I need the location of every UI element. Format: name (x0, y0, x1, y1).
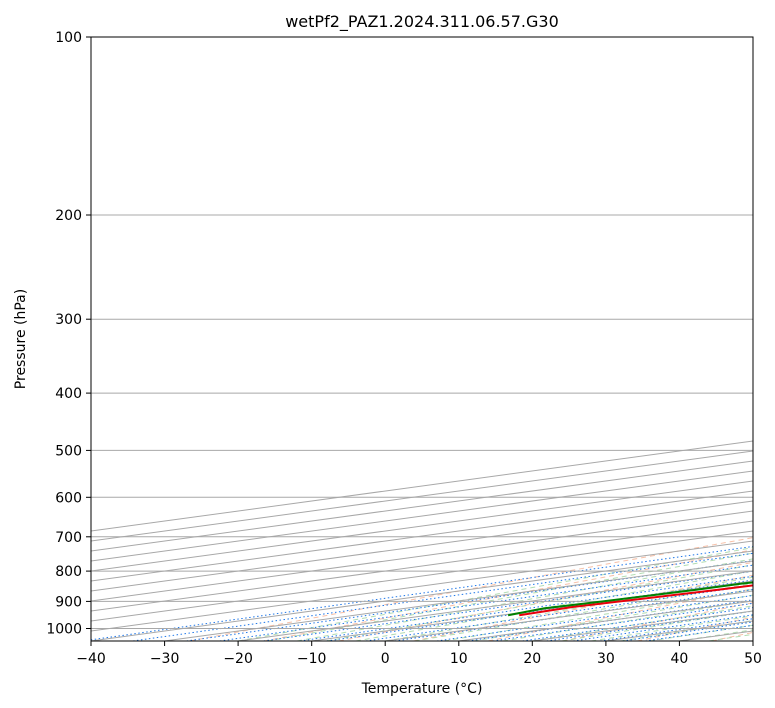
y-tick-label: 200 (55, 208, 82, 224)
isotherm (91, 480, 753, 572)
x-tick-label: 30 (597, 651, 615, 667)
isotherm (91, 510, 753, 602)
y-tick-label: 700 (55, 530, 82, 546)
x-tick-label: −10 (297, 651, 327, 667)
y-tick-label: 500 (55, 443, 82, 459)
y-tick-label: 300 (55, 312, 82, 328)
isotherm (91, 530, 753, 622)
isotherm (91, 500, 753, 592)
x-tick-label: 40 (670, 651, 688, 667)
y-tick-label: 100 (55, 30, 82, 46)
chart-title: wetPf2_PAZ1.2024.311.06.57.G30 (285, 12, 559, 32)
mixing-ratio-line (365, 584, 753, 641)
isotherm (91, 470, 753, 562)
mixing-ratio-line (132, 552, 753, 641)
x-tick-label: 0 (381, 651, 390, 667)
x-tick-label: −30 (150, 651, 180, 667)
dry-adiabat (264, 549, 753, 641)
y-axis: 100 200 300 400 500 600 700 800 900 1000 (46, 30, 91, 638)
dry-adiabat (487, 588, 753, 641)
isotherm (91, 490, 753, 582)
y-tick-label: 400 (55, 386, 82, 402)
x-axis-label: Temperature (°C) (361, 681, 483, 697)
y-tick-label: 900 (55, 594, 82, 610)
x-tick-label: 10 (450, 651, 468, 667)
isotherm (91, 450, 753, 542)
x-tick-label: 20 (523, 651, 541, 667)
plot-frame (90, 36, 754, 642)
isotherm (91, 460, 753, 552)
y-tick-label: 1000 (46, 622, 82, 638)
y-axis-label: Pressure (hPa) (13, 289, 29, 389)
gridlines (91, 37, 753, 641)
x-axis: −40 −30 −20 −10 0 10 20 30 40 50 (76, 641, 762, 667)
x-tick-label: −40 (76, 651, 106, 667)
x-tick-label: 50 (744, 651, 762, 667)
x-tick-label: −20 (223, 651, 253, 667)
dry-adiabat (189, 537, 753, 641)
y-tick-label: 600 (55, 490, 82, 506)
y-tick-label: 800 (55, 564, 82, 580)
mixing-ratio-line (436, 594, 753, 641)
isotherm (91, 520, 753, 612)
